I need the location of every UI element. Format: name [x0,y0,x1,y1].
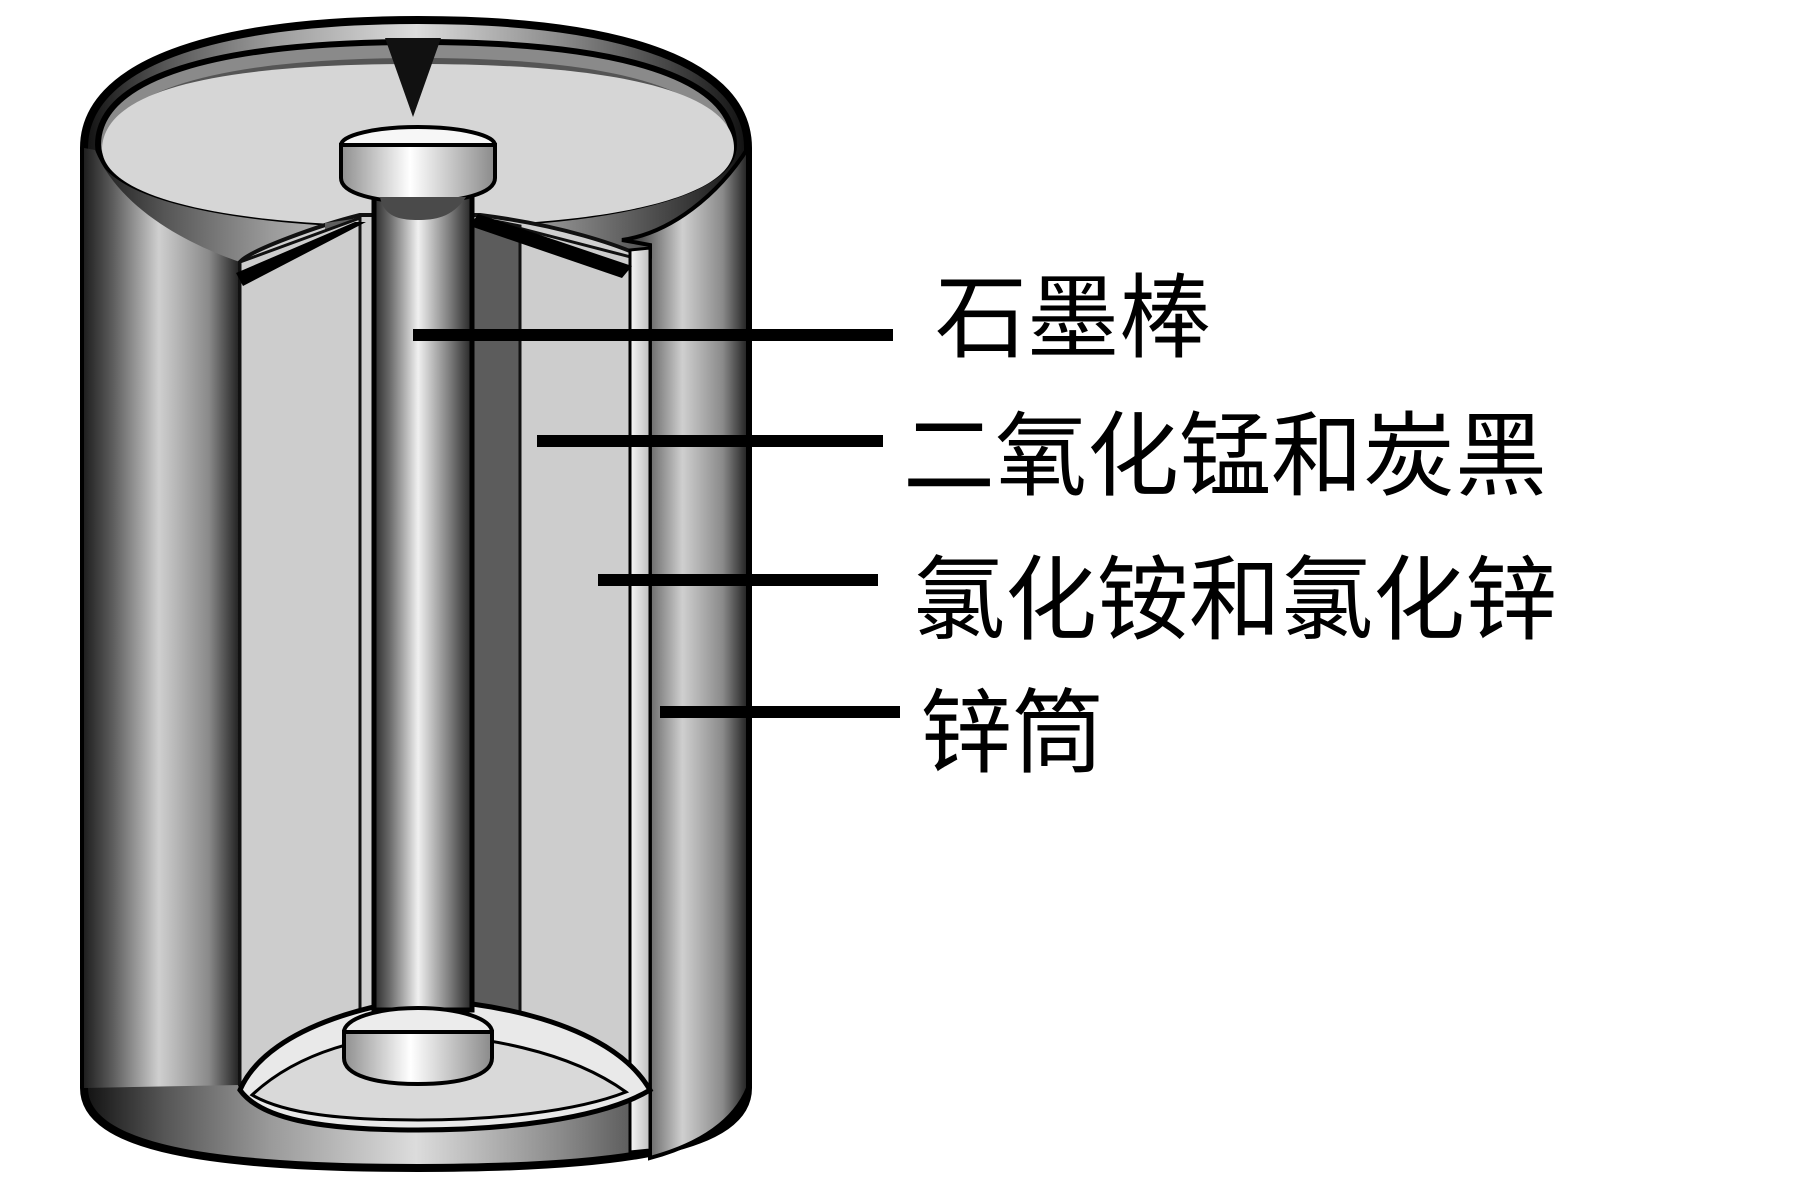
label-electrolyte: 氯化铵和氯化锌 [913,547,1557,654]
front-right-white-strip [628,246,652,1154]
label-graphite-rod: 石墨棒 [935,265,1211,372]
right-front-shell [621,141,750,1161]
upper-front-cut-shadow [84,148,240,1088]
callout-lines [413,329,900,718]
rod-top-joint [380,197,466,220]
top-left-black-ridge [236,222,366,286]
battery-illustration [80,15,752,1173]
left-inner-divider [238,215,362,1088]
labels: 石墨棒 二氧化锰和炭黑 氯化铵和氯化锌 锌筒 [903,265,1557,787]
graphite-rod [371,192,475,1013]
rod-bottom-base-side [342,1030,494,1087]
top-terminal-arrow [385,38,441,117]
inner-right-dark-wall [470,218,520,1070]
rod-top-cap-side [339,143,497,205]
label-zinc-can: 锌筒 [920,680,1104,787]
top-right-black-ridge [470,214,632,278]
label-mno2-carbon: 二氧化锰和炭黑 [903,403,1547,510]
